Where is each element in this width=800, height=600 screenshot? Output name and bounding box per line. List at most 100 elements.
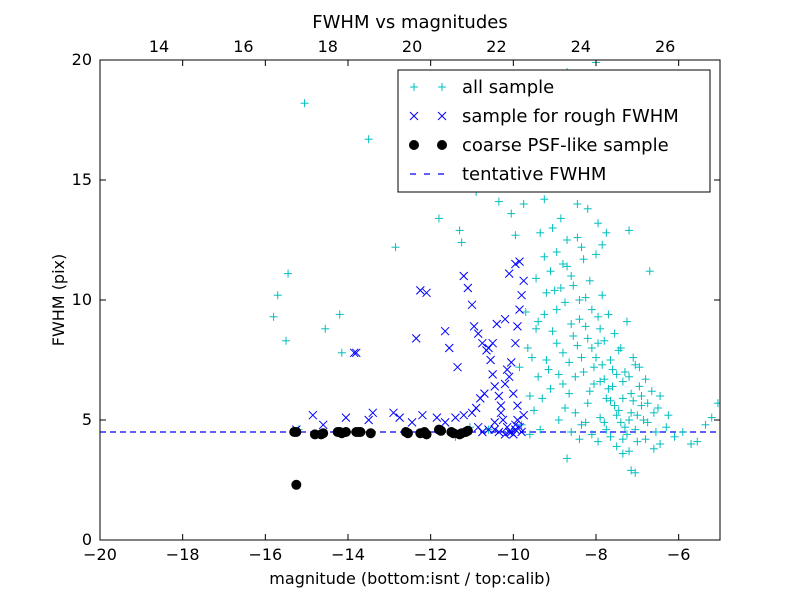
- top-x-axis: 14 16 18 20 22 24 26: [149, 37, 675, 56]
- all-sample-point: [573, 233, 582, 242]
- all-sample-point: [604, 310, 613, 319]
- all-sample-point: [538, 394, 547, 403]
- all-sample-point: [637, 401, 646, 410]
- all-sample-point: [558, 380, 567, 388]
- all-sample-point: [693, 437, 702, 446]
- all-sample-point: [550, 286, 559, 295]
- rough-fwhm-point: [459, 271, 469, 281]
- all-sample-point: [565, 358, 574, 367]
- rough-fwhm-point: [368, 408, 378, 418]
- rough-fwhm-point: [517, 290, 526, 300]
- legend-entry: all sample: [410, 77, 554, 98]
- rough-fwhm-point: [494, 427, 504, 437]
- all-sample-point: [629, 353, 638, 362]
- all-sample-point: [587, 430, 596, 439]
- all-sample-point: [614, 406, 623, 415]
- all-sample-point: [273, 291, 282, 300]
- rough-fwhm-point: [500, 314, 510, 324]
- all-sample-point: [625, 447, 634, 456]
- x-tick-label: −12: [414, 545, 448, 564]
- all-sample-point: [507, 209, 516, 218]
- all-sample-point: [594, 339, 603, 348]
- all-sample-point: [546, 384, 555, 393]
- all-sample-point: [616, 344, 625, 352]
- all-sample-point: [587, 305, 596, 314]
- all-sample-point: [523, 344, 532, 352]
- all-sample-point: [335, 310, 344, 319]
- all-sample-point: [554, 370, 563, 379]
- y-tick-label: 15: [72, 170, 92, 189]
- rough-fwhm-point: [490, 418, 500, 427]
- all-sample-point: [540, 195, 549, 204]
- rough-fwhm-point: [477, 338, 487, 348]
- all-sample-point: [581, 322, 590, 331]
- all-sample-point: [633, 411, 642, 420]
- all-sample-point: [563, 454, 572, 463]
- all-sample-point: [602, 425, 611, 434]
- legend: all sample sample for rough FWHM coarse PS…: [397, 69, 711, 193]
- all-sample-point: [554, 416, 563, 424]
- all-sample-point: [577, 420, 586, 429]
- all-sample-point: [579, 368, 588, 376]
- all-sample-point: [530, 406, 538, 415]
- all-sample-point: [625, 372, 634, 381]
- top-x-tick-label: 20: [402, 37, 422, 56]
- rough-fwhm-point: [418, 410, 427, 420]
- all-sample-point: [594, 219, 603, 228]
- all-sample-point: [627, 389, 636, 398]
- all-sample-point: [596, 377, 605, 386]
- all-sample-point: [643, 399, 652, 408]
- coarse-psf-point: [355, 427, 366, 437]
- all-sample-point: [573, 200, 582, 208]
- all-sample-point: [527, 353, 536, 362]
- rough-fwhm-point: [407, 418, 417, 427]
- rough-fwhm-point: [440, 326, 450, 336]
- all-sample-point: [649, 444, 658, 453]
- all-sample-point: [662, 423, 671, 432]
- all-sample-point: [575, 296, 584, 304]
- all-sample-point: [457, 238, 466, 247]
- rough-fwhm-point: [475, 394, 485, 403]
- all-sample-point: [629, 396, 638, 405]
- all-sample-point: [589, 363, 598, 372]
- rough-fwhm-point: [515, 422, 524, 432]
- coarse-psf-point: [421, 429, 432, 440]
- rough-fwhm-point: [511, 259, 520, 269]
- all-sample-point: [542, 288, 551, 297]
- rough-fwhm-point: [318, 420, 328, 430]
- all-sample-point: [585, 387, 594, 396]
- all-sample-point: [616, 418, 625, 427]
- all-sample-point: [608, 382, 617, 391]
- all-sample-point: [525, 392, 534, 400]
- rough-fwhm-point: [395, 413, 405, 422]
- all-sample-point: [544, 365, 553, 374]
- all-sample-point: [631, 425, 640, 434]
- all-sample-point: [548, 224, 557, 232]
- all-sample-point: [300, 99, 309, 108]
- all-sample-point: [511, 231, 520, 240]
- rough-fwhm-point: [511, 420, 520, 430]
- rough-fwhm-point: [389, 408, 398, 418]
- all-sample-point: [282, 336, 290, 345]
- y-tick-label: 20: [72, 50, 92, 69]
- all-sample-point: [612, 370, 621, 379]
- all-sample-point: [618, 435, 627, 444]
- rough-fwhm-point: [444, 343, 454, 353]
- all-sample-point: [542, 356, 551, 364]
- rough-fwhm-point: [364, 415, 374, 425]
- rough-fwhm-point: [519, 410, 529, 420]
- rough-fwhm-point: [508, 430, 518, 439]
- all-sample-point: [641, 375, 650, 384]
- all-sample-point: [546, 267, 555, 276]
- top-x-tick-label: 26: [655, 37, 675, 56]
- chart-title: FWHM vs magnitudes: [312, 12, 507, 33]
- x-axis-label: magnitude (bottom:isnt / top:calib): [269, 569, 550, 588]
- all-sample-point: [596, 324, 605, 333]
- all-sample-point: [600, 418, 609, 427]
- all-sample-point: [561, 404, 569, 412]
- all-sample-point: [592, 250, 600, 259]
- y-tick-label: 10: [72, 290, 92, 309]
- rough-fwhm-point: [508, 389, 518, 398]
- all-sample-point: [575, 315, 584, 324]
